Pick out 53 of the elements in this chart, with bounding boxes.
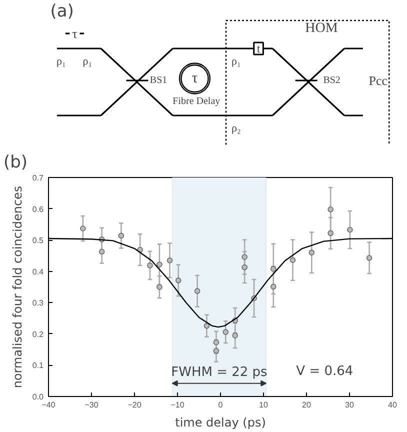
x-tick-label: −10 [170, 400, 185, 410]
point [156, 262, 162, 268]
point [308, 250, 315, 256]
x-tick-label: −40 [42, 400, 56, 410]
y-axis-title: normalised four fold coincidences [10, 186, 24, 388]
x-tick-label: 20 [302, 400, 312, 410]
text: ρ₂ [231, 122, 241, 134]
point [98, 248, 105, 255]
point [204, 322, 210, 329]
text: τ [72, 26, 78, 41]
point [242, 264, 248, 270]
x-tick-label: 40 [388, 400, 398, 410]
text: ρ₁ [82, 56, 92, 68]
point [242, 254, 248, 260]
text: t [256, 42, 261, 56]
y-tick-label: 0.2 [32, 330, 44, 339]
point [194, 288, 200, 294]
y-tick-label: 0.0 [32, 392, 44, 402]
y-tick-label: 0.4 [32, 267, 44, 276]
text: BS2 [323, 75, 340, 86]
x-tick-label: 10 [259, 400, 268, 410]
text: Fibre Delay [172, 96, 220, 107]
x-tick-label: 0 [218, 400, 224, 410]
x-tick-label: −20 [128, 400, 142, 410]
point [175, 278, 182, 284]
text: ρ₁ [56, 56, 66, 68]
point [147, 262, 153, 268]
text: ρ₁ [231, 56, 241, 68]
text: BS1 [150, 75, 168, 86]
point [347, 226, 353, 233]
y-tick-label: 0.3 [32, 298, 44, 308]
y-tick-label: 0.1 [32, 361, 44, 370]
text: τ [192, 70, 198, 86]
x-axis-title: time delay (ps) [175, 416, 266, 430]
point [222, 329, 229, 335]
y-tick-label: 0.6 [32, 204, 44, 214]
point [328, 206, 334, 212]
point [290, 257, 296, 263]
annotation: V = 0.64 [296, 364, 354, 379]
point [166, 258, 173, 264]
point [80, 226, 86, 232]
text: Pcc [368, 73, 388, 88]
text: (a) [50, 2, 74, 22]
point [270, 284, 276, 290]
chart-title: (b) [4, 152, 28, 172]
x-tick-label: −30 [84, 400, 99, 410]
text: HOM [305, 21, 338, 36]
y-tick-label: 0.5 [32, 236, 44, 246]
point [118, 232, 124, 239]
x-tick-label: 30 [345, 400, 354, 410]
y-tick-label: 0.7 [32, 174, 44, 182]
point [366, 255, 372, 261]
band-label: FWHM = 22 ps [171, 365, 268, 380]
